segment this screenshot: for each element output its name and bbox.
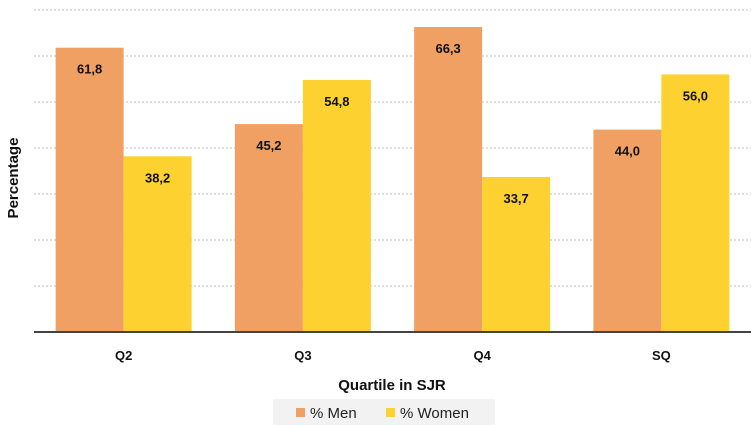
- bar-women-q4: [482, 176, 551, 332]
- x-axis-title: Quartile in SJR: [338, 377, 446, 394]
- y-axis-title: Percentage: [5, 138, 22, 219]
- bar-women-q2: [123, 156, 192, 332]
- legend-label-men: % Men: [310, 405, 357, 422]
- legend-label-women: % Women: [400, 405, 469, 422]
- legend-swatch-men: [296, 408, 305, 417]
- data-label: 54,8: [324, 94, 349, 109]
- data-label: 61,8: [77, 62, 102, 77]
- data-label: 66,3: [435, 41, 460, 56]
- data-label: 56,0: [683, 88, 708, 103]
- bar-men-q2: [55, 47, 124, 332]
- bar-women-sq: [661, 74, 730, 333]
- bar-women-q3: [302, 79, 371, 332]
- data-label: 44,0: [615, 144, 640, 159]
- x-tick-label: SQ: [652, 348, 671, 363]
- bar-men-sq: [593, 129, 662, 332]
- data-label: 45,2: [256, 138, 281, 153]
- x-tick-label: Q4: [473, 348, 491, 363]
- legend-box: [273, 399, 495, 425]
- legend-swatch-women: [386, 408, 395, 417]
- bar-men-q3: [234, 124, 303, 332]
- x-tick-label: Q2: [115, 348, 132, 363]
- data-label: 33,7: [503, 191, 528, 206]
- x-tick-label: Q3: [294, 348, 311, 363]
- data-label: 38,2: [145, 170, 170, 185]
- bar-men-q4: [414, 27, 483, 333]
